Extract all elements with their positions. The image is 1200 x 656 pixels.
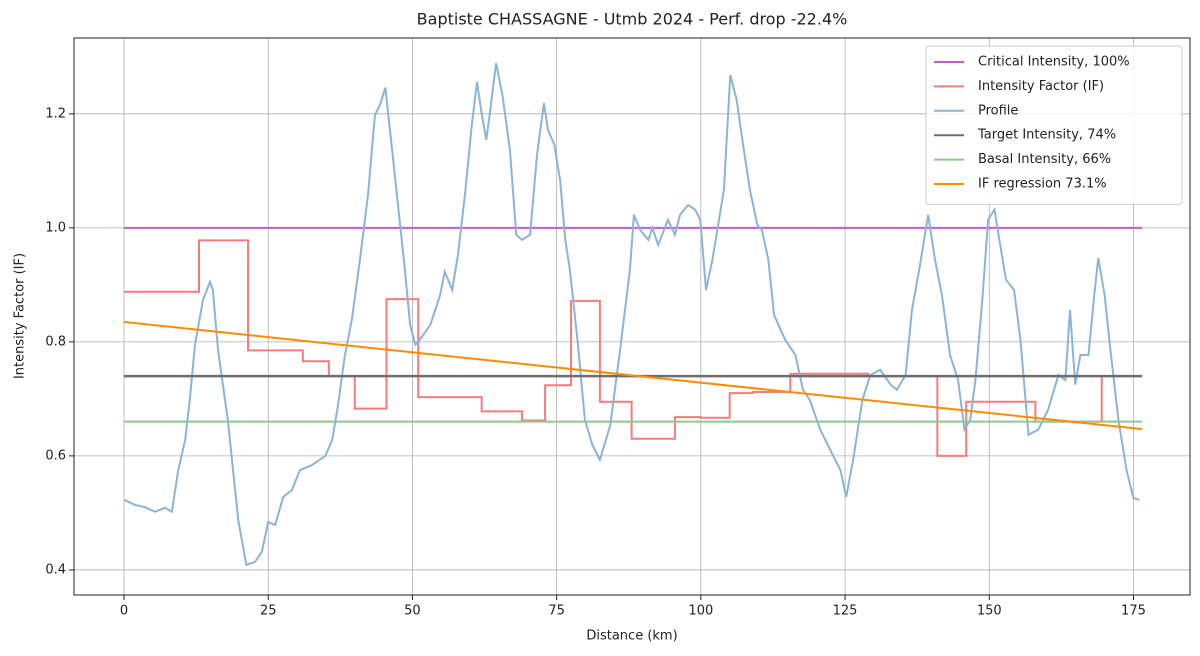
y-tick-label: 1.2	[45, 106, 66, 121]
y-tick-label: 0.4	[45, 562, 66, 577]
y-axis-label: Intensity Factor (IF)	[13, 253, 28, 379]
y-tick-label: 0.6	[45, 448, 66, 463]
x-tick-label: 150	[977, 604, 1002, 619]
x-tick-label: 125	[833, 604, 858, 619]
legend-label: Profile	[978, 103, 1018, 118]
x-tick-label: 0	[120, 604, 128, 619]
legend-box	[925, 45, 1183, 205]
series-line	[123, 62, 1140, 567]
legend-label: Critical Intensity, 100%	[978, 55, 1130, 70]
series-line	[123, 320, 1143, 431]
legend-label: Target Intensity, 74%	[977, 128, 1116, 143]
x-tick-label: 175	[1121, 604, 1146, 619]
legend-label: IF regression 73.1%	[978, 177, 1107, 192]
x-tick-label: 75	[548, 604, 565, 619]
x-tick-label: 25	[260, 604, 277, 619]
x-tick-label: 100	[688, 604, 713, 619]
y-tick-label: 0.8	[45, 334, 66, 349]
chart-title: Baptiste CHASSAGNE - Utmb 2024 - Perf. d…	[417, 10, 848, 29]
series-line	[124, 239, 1143, 457]
legend-label: Intensity Factor (IF)	[978, 79, 1104, 94]
x-axis-label: Distance (km)	[586, 629, 677, 644]
x-tick-label: 50	[404, 604, 421, 619]
plot-frame	[73, 37, 1191, 596]
legend-label: Basal Intensity, 66%	[978, 152, 1111, 167]
y-tick-label: 1.0	[45, 220, 66, 235]
